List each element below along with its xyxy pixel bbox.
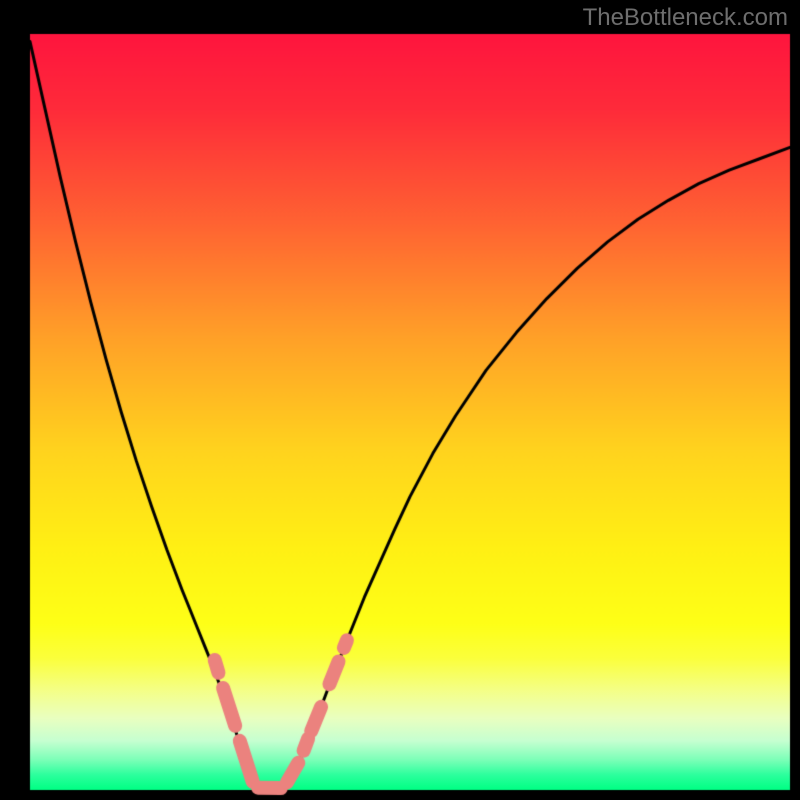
chart-stage: TheBottleneck.com xyxy=(0,0,800,800)
bottleneck-curve-chart xyxy=(0,0,800,800)
